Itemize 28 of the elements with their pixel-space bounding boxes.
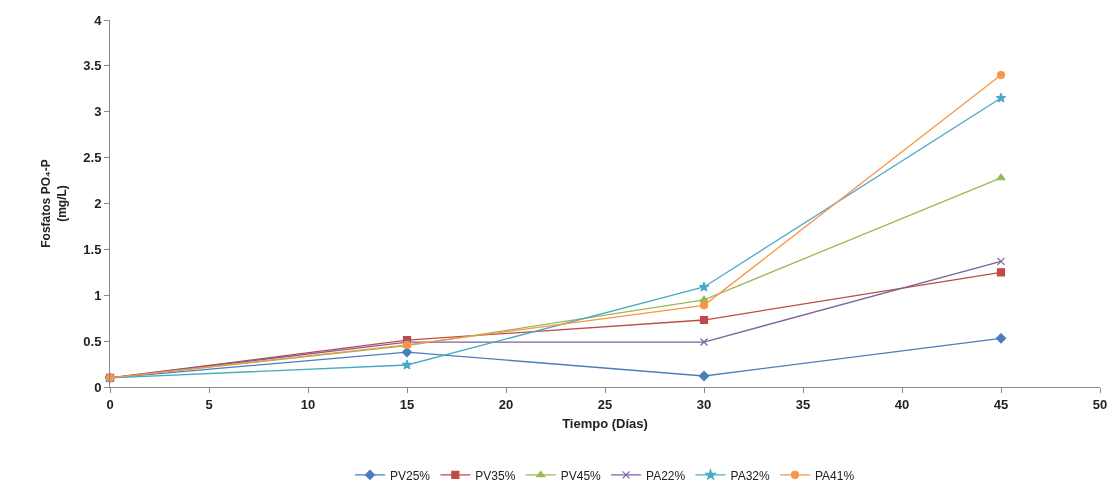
x-tick-label: 10 — [300, 396, 316, 412]
x-tick-label: 40 — [894, 396, 910, 412]
legend-label: PV25% — [390, 468, 431, 483]
x-tick-label: 35 — [795, 396, 811, 412]
y-tick-label: 1 — [94, 287, 102, 303]
x-axis-title: Tiempo (Días) — [562, 416, 648, 432]
x-tick-label: 0 — [106, 396, 114, 412]
y-tick-label: 3 — [94, 104, 102, 120]
y-tick-label: 4 — [94, 12, 103, 28]
legend-label: PA41% — [815, 468, 855, 483]
y-tick-label: 0.5 — [83, 333, 102, 349]
legend-label: PA32% — [730, 468, 770, 483]
x-tick-label: 50 — [1092, 396, 1108, 412]
x-tick-label: 20 — [498, 396, 514, 412]
y-tick-label: 1.5 — [83, 241, 102, 257]
y-tick-label: 2 — [94, 196, 102, 212]
legend-label: PV35% — [475, 468, 516, 483]
legend-label: PV45% — [560, 468, 602, 483]
y-tick-label: 3.5 — [83, 58, 102, 74]
x-tick-label: 45 — [993, 396, 1009, 412]
y-tick-label: 0 — [94, 379, 102, 395]
x-tick-label: 15 — [399, 396, 415, 412]
y-tick-label: 2.5 — [83, 150, 102, 166]
x-tick-label: 25 — [597, 396, 613, 412]
legend-label: PA22% — [646, 468, 686, 483]
x-tick-label: 30 — [696, 396, 712, 412]
y-axis-title: Fosfatos PO₄-P (mg/L) — [39, 159, 69, 248]
x-tick-label: 5 — [205, 396, 213, 412]
